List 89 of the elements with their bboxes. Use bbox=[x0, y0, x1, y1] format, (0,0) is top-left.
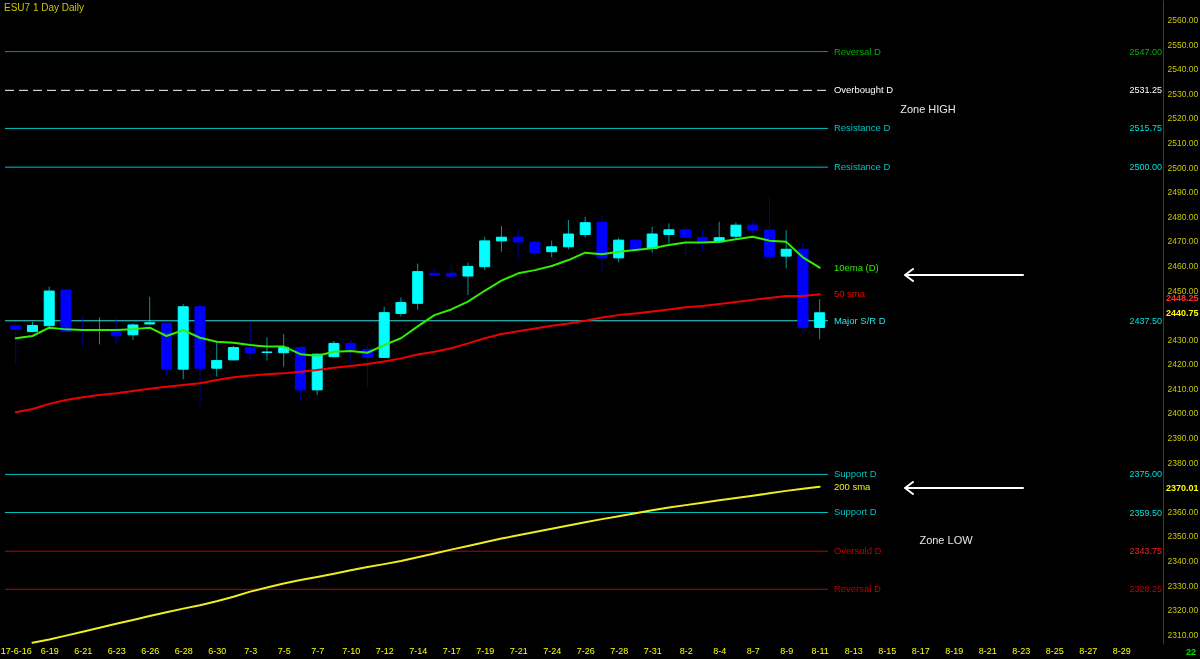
annotation: 2375.00 bbox=[1129, 469, 1162, 480]
ref-line-label: Support D bbox=[833, 506, 877, 518]
x-tick-label: 8-15 bbox=[878, 645, 897, 656]
x-tick-label: 6-26 bbox=[141, 645, 160, 656]
annotation: 2437.50 bbox=[1129, 315, 1162, 326]
x-tick-label: 6-23 bbox=[107, 645, 126, 656]
chart-title: ESU7 1 Day Daily bbox=[4, 2, 85, 13]
y-tick-label: 2510.00 bbox=[1167, 138, 1199, 149]
x-tick-label: 7-28 bbox=[610, 645, 629, 656]
x-tick-label: 6-28 bbox=[174, 645, 193, 656]
annotation: 2547.00 bbox=[1129, 46, 1162, 57]
x-tick-label: 7-10 bbox=[342, 645, 361, 656]
x-tick-label: 7-17 bbox=[442, 645, 461, 656]
annotation: 2515.75 bbox=[1129, 123, 1162, 134]
annotation: 2531.25 bbox=[1129, 85, 1162, 96]
text: 2448.25 bbox=[1166, 293, 1199, 303]
x-tick-label: 7-21 bbox=[509, 645, 528, 656]
line-series bbox=[14, 293, 821, 414]
x-tick-label: 7-19 bbox=[476, 645, 495, 656]
ref-line-label: Oversold D bbox=[833, 545, 882, 557]
y-tick-label: 2390.00 bbox=[1167, 433, 1199, 444]
annotation: 2343.75 bbox=[1129, 546, 1162, 557]
y-tick-label: 2500.00 bbox=[1167, 162, 1199, 173]
y-tick-label: 2420.00 bbox=[1167, 359, 1199, 370]
x-tick-label: 6-30 bbox=[208, 645, 227, 656]
y-tick-label: 2490.00 bbox=[1167, 187, 1199, 198]
text: 2370.01 bbox=[1166, 483, 1199, 493]
x-tick-label: 8-25 bbox=[1045, 645, 1064, 656]
x-tick-label: 8-29 bbox=[1112, 645, 1131, 656]
y-tick-label: 2540.00 bbox=[1167, 64, 1199, 75]
x-tick-label: 7-5 bbox=[277, 645, 291, 656]
x-tick-label: 7-26 bbox=[576, 645, 595, 656]
x-tick-label: 8-27 bbox=[1079, 645, 1098, 656]
line-series bbox=[14, 235, 821, 357]
y-tick-label: 2350.00 bbox=[1167, 531, 1199, 542]
y-tick-label: 2460.00 bbox=[1167, 260, 1199, 271]
x-tick-label: 8-19 bbox=[945, 645, 964, 656]
y-tick-label: 2560.00 bbox=[1167, 15, 1199, 26]
x-tick-label: 17-6-16 bbox=[0, 645, 32, 656]
y-tick-label: 2450.00 bbox=[1167, 285, 1199, 296]
ref-line-label: Major S/R D bbox=[833, 314, 886, 326]
x-tick-label: 7-12 bbox=[375, 645, 394, 656]
y-tick-label: 2520.00 bbox=[1167, 113, 1199, 124]
y-tick-label: 2380.00 bbox=[1167, 457, 1199, 468]
series-label: 200 sma bbox=[833, 480, 872, 492]
y-tick-label: 2410.00 bbox=[1167, 383, 1199, 394]
y-tick-label: 2530.00 bbox=[1167, 88, 1199, 99]
text: 2440.75 bbox=[1166, 308, 1199, 318]
annotation: 2359.50 bbox=[1129, 507, 1162, 518]
x-tick-label: 8-7 bbox=[746, 645, 760, 656]
ref-line-label: Support D bbox=[833, 468, 877, 480]
x-tick-label: 8-23 bbox=[1012, 645, 1031, 656]
series-label: 50 sma bbox=[833, 288, 866, 300]
annotation: Zone HIGH bbox=[900, 103, 956, 115]
x-tick-label: 8-13 bbox=[844, 645, 863, 656]
series-label: 10ema (D) bbox=[833, 261, 879, 273]
x-tick-label: 7-14 bbox=[409, 645, 428, 656]
x-tick-label: 6-21 bbox=[74, 645, 93, 656]
ref-line-label: Resistance D bbox=[833, 161, 891, 173]
y-tick-label: 2310.00 bbox=[1167, 629, 1199, 640]
x-tick-label: 7-31 bbox=[643, 645, 662, 656]
x-tick-label: 8-11 bbox=[811, 645, 829, 656]
annotation: 2328.25 bbox=[1129, 584, 1162, 595]
annotation: Zone LOW bbox=[919, 534, 974, 546]
x-tick-label: 8-9 bbox=[780, 645, 794, 656]
y-tick-label: 2330.00 bbox=[1167, 580, 1199, 591]
y-tick-label: 2470.00 bbox=[1167, 236, 1199, 247]
y-tick-label: 2320.00 bbox=[1167, 605, 1199, 616]
x-tick-label: 8-2 bbox=[679, 645, 693, 656]
ref-line-label: Reversal D bbox=[833, 583, 882, 595]
ref-line-label: Overbought D bbox=[833, 84, 894, 96]
ref-line-label: Resistance D bbox=[833, 122, 891, 134]
ref-line-label: Reversal D bbox=[833, 45, 882, 57]
x-tick-label: 7-24 bbox=[543, 645, 562, 656]
x-tick-label: 7-3 bbox=[244, 645, 258, 656]
text: 22 bbox=[1185, 647, 1197, 657]
y-tick-label: 2480.00 bbox=[1167, 211, 1199, 222]
x-tick-label: 8-21 bbox=[978, 645, 997, 656]
y-tick-label: 2550.00 bbox=[1167, 39, 1199, 50]
x-tick-label: 8-17 bbox=[911, 645, 930, 656]
annotation: 2500.00 bbox=[1129, 162, 1162, 173]
y-tick-label: 2340.00 bbox=[1167, 555, 1199, 566]
y-tick-label: 2400.00 bbox=[1167, 408, 1199, 419]
y-tick-label: 2430.00 bbox=[1167, 334, 1199, 345]
y-tick-label: 2360.00 bbox=[1167, 506, 1199, 517]
x-tick-label: 6-19 bbox=[40, 645, 59, 656]
x-tick-label: 8-4 bbox=[713, 645, 727, 656]
line-series bbox=[31, 485, 821, 644]
x-tick-label: 7-7 bbox=[311, 645, 325, 656]
